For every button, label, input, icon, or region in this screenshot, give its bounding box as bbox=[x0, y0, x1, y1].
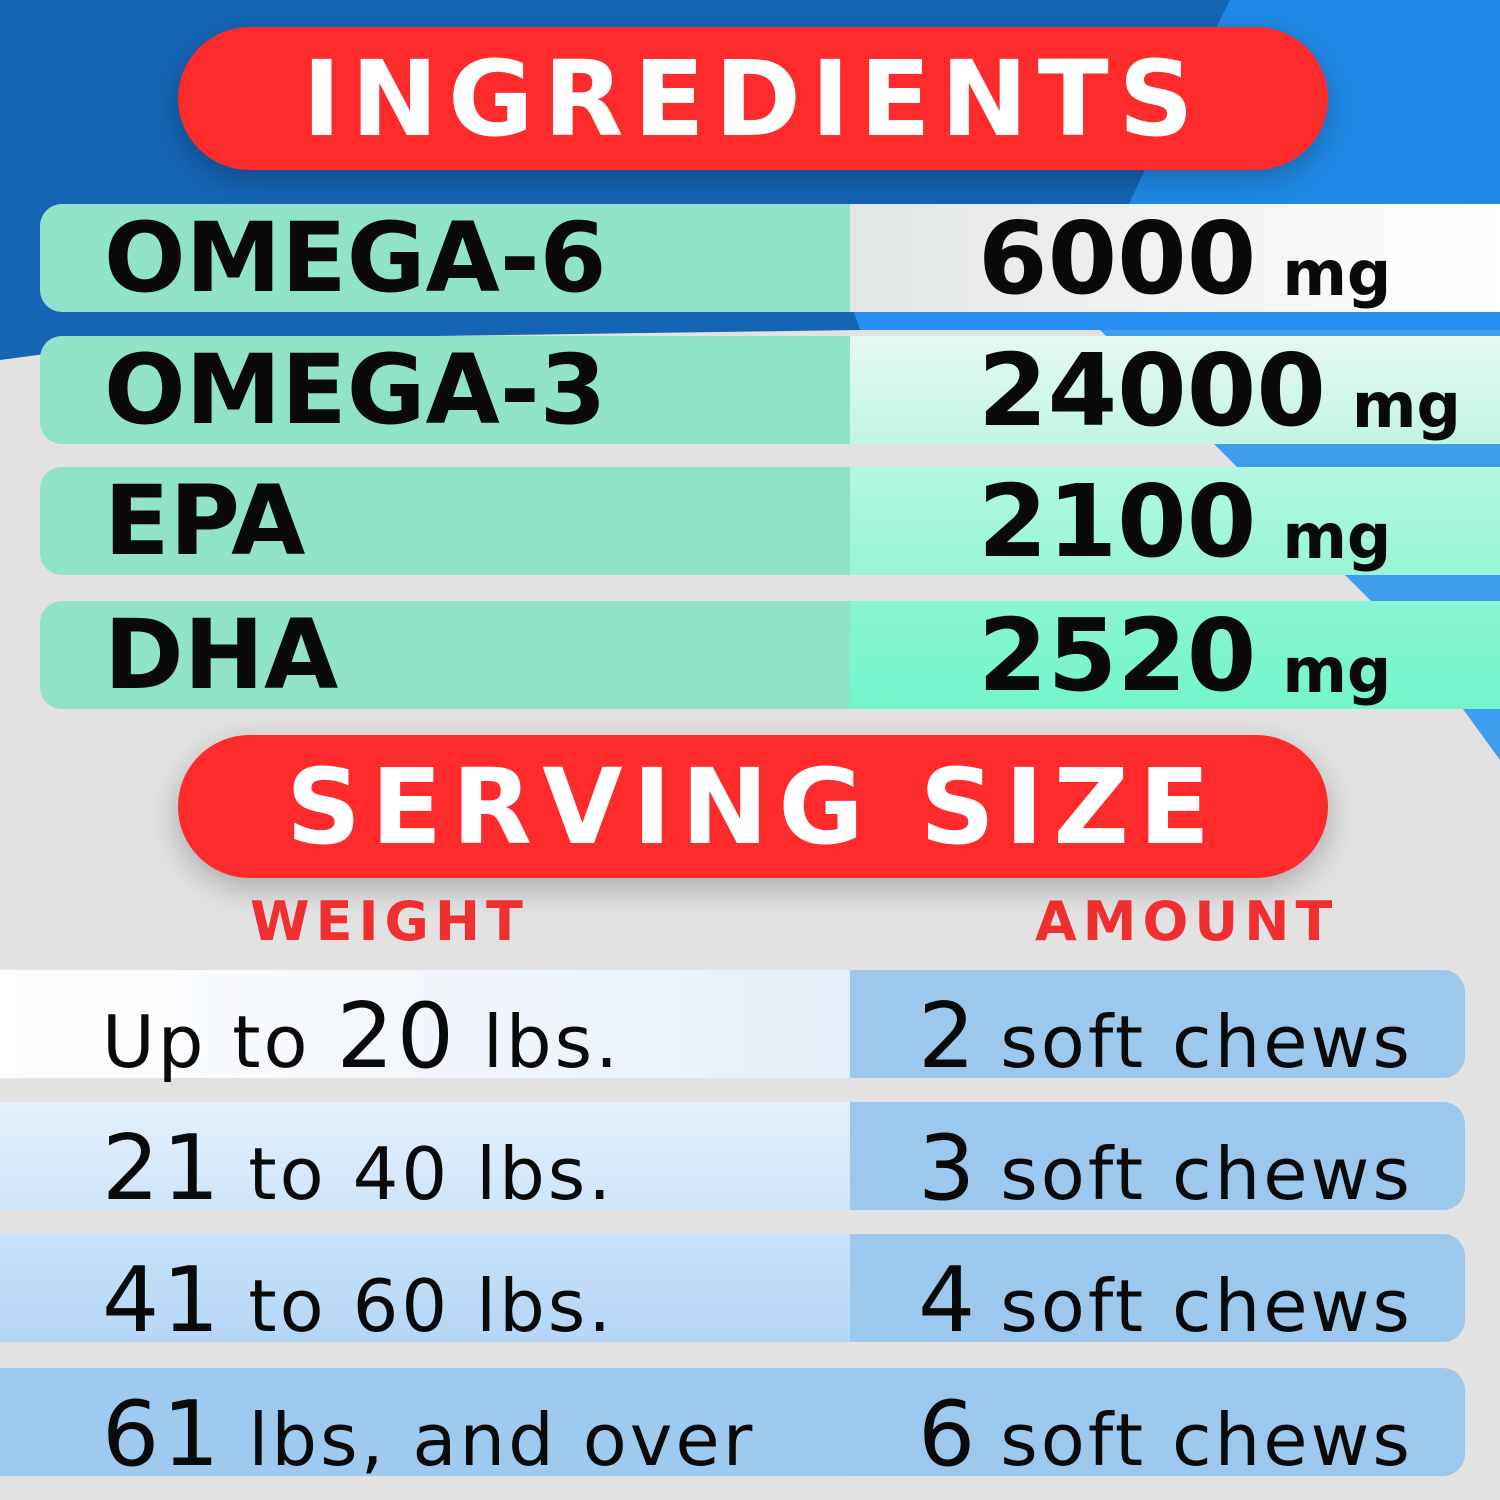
weight-suffix: to 40 lbs. bbox=[222, 1132, 615, 1216]
ingredient-name: EPA bbox=[40, 465, 850, 577]
weight-cell: 61 lbs, and over bbox=[0, 1368, 850, 1487]
amount-unit: mg bbox=[1282, 499, 1392, 573]
ingredient-row: OMEGA-6 6000 mg bbox=[40, 200, 1500, 317]
chew-count: 4 bbox=[918, 1248, 979, 1353]
serving-row: 41 to 60 lbs. 4 soft chews bbox=[0, 1234, 1465, 1353]
ingredient-name: DHA bbox=[40, 599, 850, 711]
weight-number: 41 bbox=[102, 1248, 223, 1353]
ingredient-amount: 2520 mg bbox=[850, 597, 1500, 714]
amount-cell: 4 soft chews bbox=[850, 1234, 1465, 1353]
amount-cell: 3 soft chews bbox=[850, 1102, 1465, 1221]
weight-cell: 41 to 60 lbs. bbox=[0, 1234, 850, 1353]
serving-size-title: SERVING SIZE bbox=[178, 735, 1328, 878]
ingredient-amount: 24000 mg bbox=[850, 332, 1500, 449]
amount-cell: 2 soft chews bbox=[850, 970, 1465, 1089]
serving-row: Up to 20 lbs. 2 soft chews bbox=[0, 970, 1465, 1089]
serving-row: 61 lbs, and over 6 soft chews bbox=[0, 1368, 1465, 1487]
amount-value: 6000 bbox=[978, 199, 1257, 317]
ingredient-row: OMEGA-3 24000 mg bbox=[40, 332, 1500, 449]
serving-row: 21 to 40 lbs. 3 soft chews bbox=[0, 1102, 1465, 1221]
weight-cell: 21 to 40 lbs. bbox=[0, 1102, 850, 1221]
amount-unit: mg bbox=[1282, 633, 1392, 707]
weight-suffix: to 60 lbs. bbox=[222, 1264, 615, 1348]
amount-cell: 6 soft chews bbox=[850, 1368, 1465, 1487]
ingredients-title: INGREDIENTS bbox=[178, 27, 1328, 170]
ingredient-name: OMEGA-6 bbox=[40, 202, 850, 314]
amount-unit: mg bbox=[1351, 368, 1461, 442]
amount-value: 2520 bbox=[978, 596, 1257, 714]
weight-number: 20 bbox=[336, 984, 457, 1089]
amount-value: 24000 bbox=[978, 331, 1326, 449]
chew-label: soft chews bbox=[1000, 1132, 1413, 1216]
weight-number: 61 bbox=[102, 1382, 223, 1487]
amount-unit: mg bbox=[1282, 236, 1392, 310]
chew-label: soft chews bbox=[1000, 1000, 1413, 1084]
weight-prefix: Up to bbox=[102, 1000, 337, 1084]
ingredient-amount: 2100 mg bbox=[850, 463, 1500, 580]
ingredient-amount: 6000 mg bbox=[850, 200, 1500, 317]
weight-number: 21 bbox=[102, 1116, 223, 1221]
ingredient-row: DHA 2520 mg bbox=[40, 597, 1500, 714]
chew-count: 6 bbox=[918, 1382, 979, 1487]
weight-header: WEIGHT bbox=[250, 890, 529, 953]
weight-suffix: lbs, and over bbox=[222, 1398, 756, 1482]
chew-count: 2 bbox=[918, 984, 979, 1089]
chew-label: soft chews bbox=[1000, 1264, 1413, 1348]
amount-value: 2100 bbox=[978, 462, 1257, 580]
weight-cell: Up to 20 lbs. bbox=[0, 970, 850, 1089]
weight-suffix: lbs. bbox=[457, 1000, 621, 1084]
amount-header: AMOUNT bbox=[1035, 890, 1339, 953]
ingredient-row: EPA 2100 mg bbox=[40, 463, 1500, 580]
ingredient-name: OMEGA-3 bbox=[40, 334, 850, 446]
chew-label: soft chews bbox=[1000, 1398, 1413, 1482]
chew-count: 3 bbox=[918, 1116, 979, 1221]
